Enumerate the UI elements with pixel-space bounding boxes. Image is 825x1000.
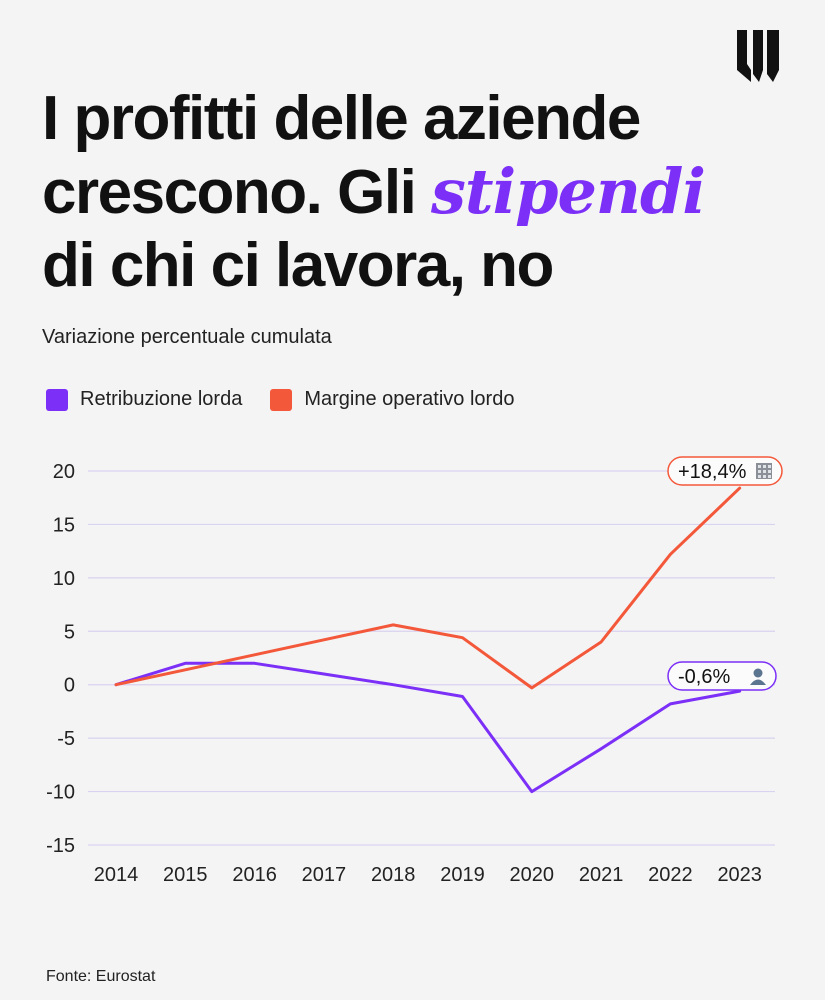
x-tick-label: 2020 <box>510 864 555 886</box>
chart-legend: Retribuzione lorda Margine operativo lor… <box>46 388 514 411</box>
x-tick-label: 2015 <box>163 864 208 886</box>
legend-item-margine: Margine operativo lordo <box>270 388 514 411</box>
person-icon <box>750 668 766 685</box>
y-tick-label: 15 <box>53 514 75 536</box>
series-line-retribuzione <box>114 661 742 794</box>
y-tick-label: 20 <box>53 461 75 483</box>
end-label-retribuzione: -0,6% <box>667 661 777 691</box>
y-tick-label: 5 <box>64 621 75 643</box>
end-label-text: -0,6% <box>678 666 730 688</box>
title-text-end: di chi ci lavora, no <box>42 231 554 300</box>
x-tick-label: 2023 <box>717 864 762 886</box>
y-tick-label: -5 <box>57 728 75 750</box>
series-line-margine <box>114 486 742 690</box>
x-tick-label: 2022 <box>648 864 693 886</box>
x-tick-label: 2018 <box>371 864 416 886</box>
x-tick-label: 2014 <box>94 864 139 886</box>
legend-label-retribuzione: Retribuzione lorda <box>80 388 243 410</box>
page-title: I profitti delle aziende crescono. Gli s… <box>42 82 762 302</box>
end-label-pill <box>667 456 783 486</box>
y-tick-label: 0 <box>64 675 75 697</box>
x-tick-label: 2021 <box>579 864 624 886</box>
legend-item-retribuzione: Retribuzione lorda <box>46 388 242 411</box>
legend-label-margine: Margine operativo lordo <box>304 388 515 410</box>
end-label-margine: +18,4% <box>667 456 783 486</box>
y-tick-label: -15 <box>46 835 75 857</box>
end-label-text: +18,4% <box>678 461 747 483</box>
title-text: I profitti delle aziende crescono. Gli <box>42 84 641 227</box>
chart-subtitle: Variazione percentuale cumulata <box>42 326 332 348</box>
y-tick-label: -10 <box>46 782 75 804</box>
x-tick-label: 2017 <box>302 864 347 886</box>
x-tick-label: 2019 <box>440 864 485 886</box>
legend-swatch-margine <box>270 388 293 411</box>
y-tick-label: 10 <box>53 568 75 590</box>
end-label-pill <box>667 661 777 691</box>
brand-logo <box>737 30 779 82</box>
source-note: Fonte: Eurostat <box>46 968 156 985</box>
x-tick-label: 2016 <box>232 864 277 886</box>
title-accent: stipendi <box>431 155 706 228</box>
legend-swatch-retribuzione <box>46 388 68 411</box>
building-icon <box>756 463 772 479</box>
